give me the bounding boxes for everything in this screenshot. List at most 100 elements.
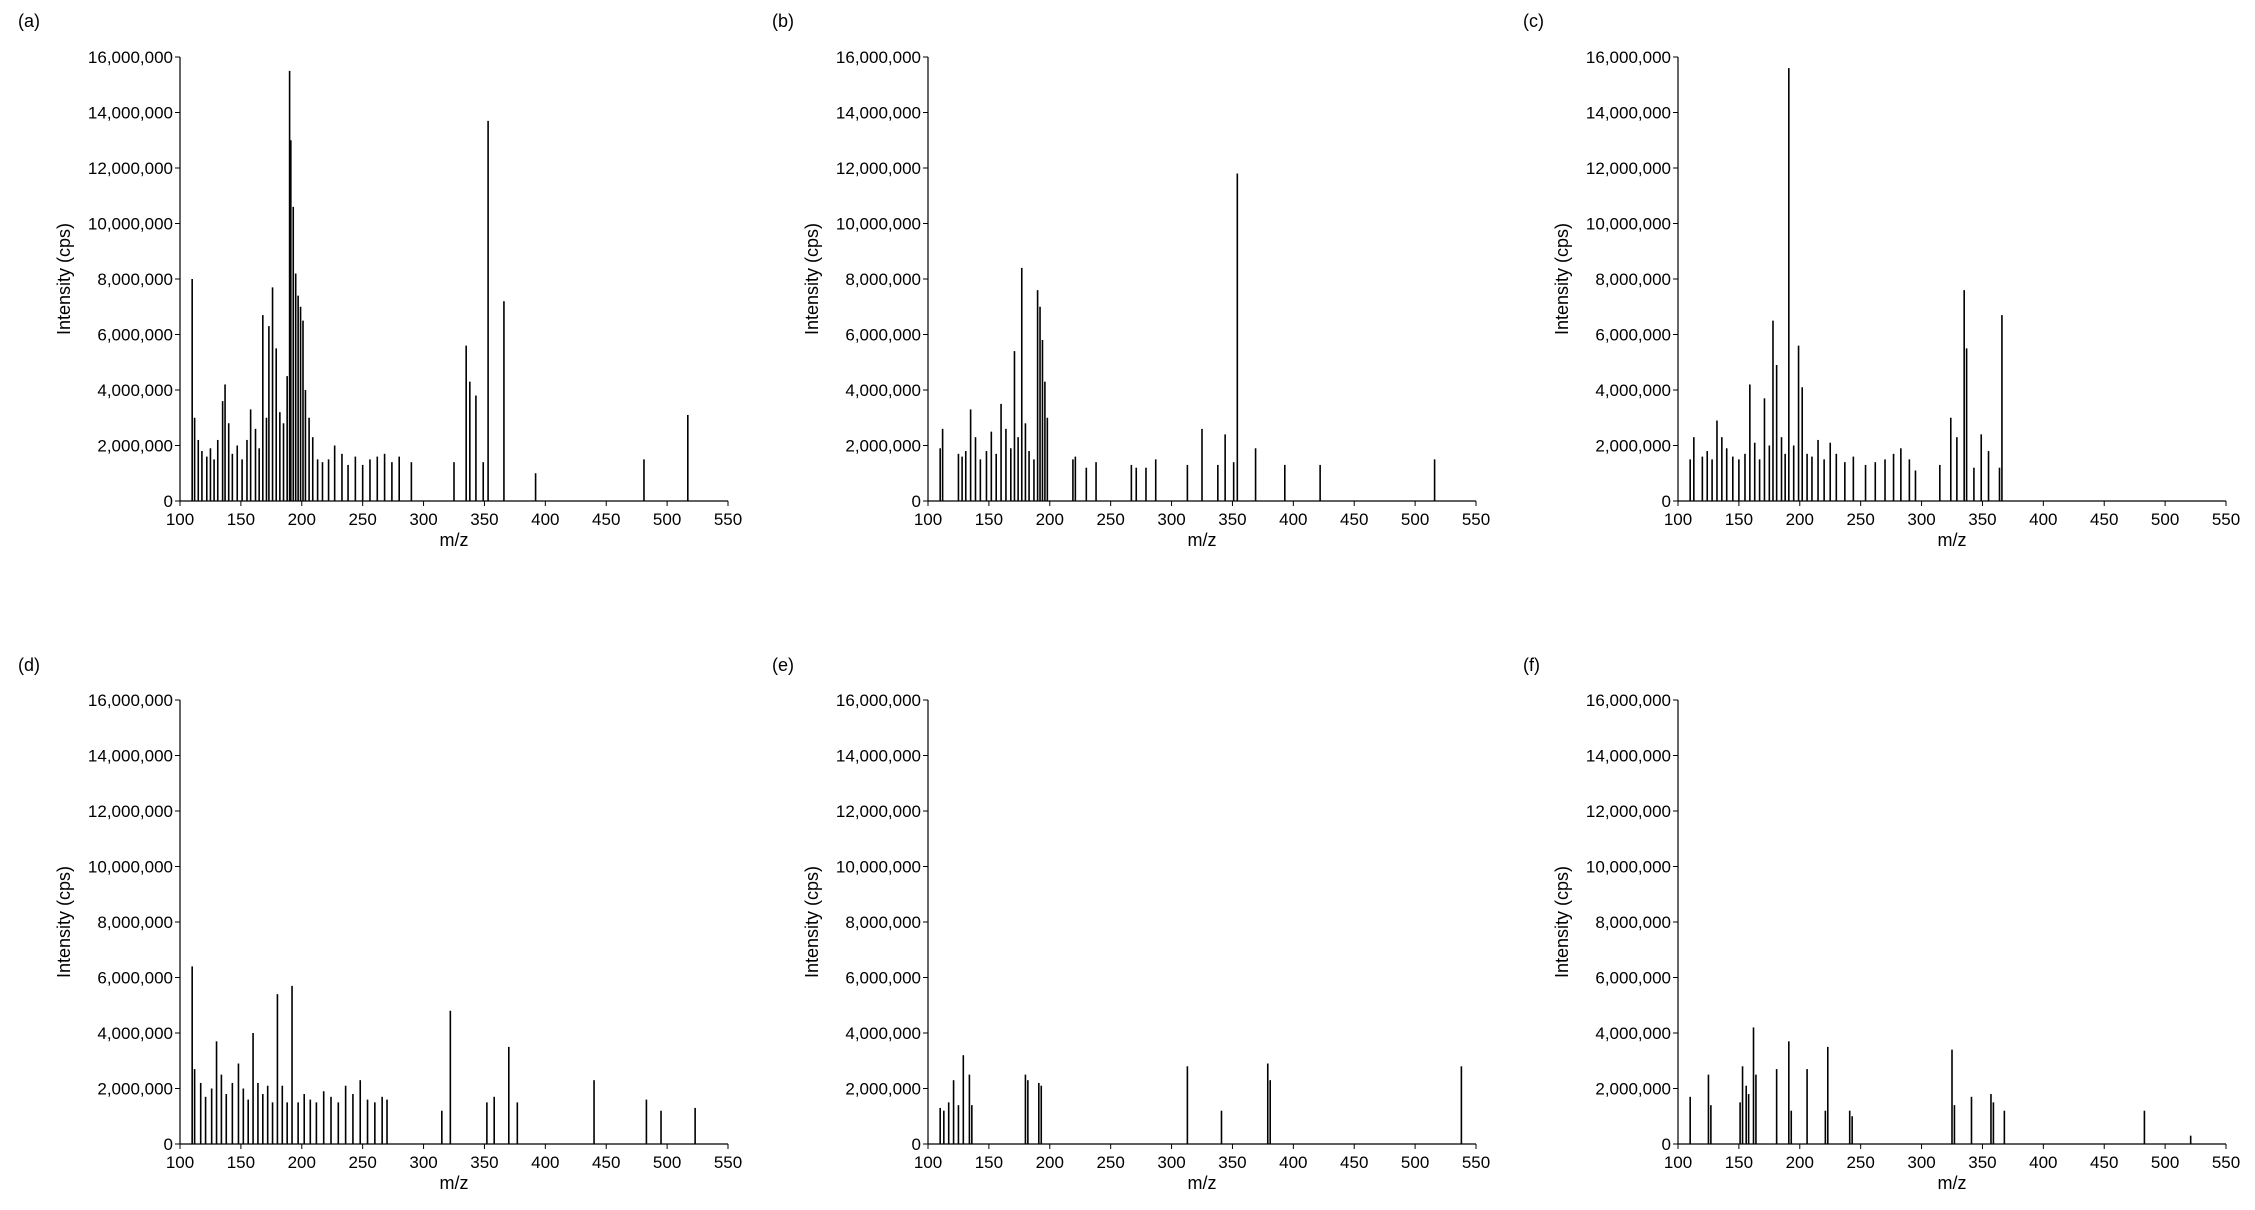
x-tick-label: 400 [531,1153,559,1172]
y-tick-label: 4,000,000 [97,381,173,400]
y-axis-title: Intensity (cps) [802,866,822,978]
x-tick-label: 450 [1340,510,1368,529]
x-tick-label: 250 [1096,1153,1124,1172]
y-axis-title: Intensity (cps) [54,223,74,335]
x-tick-label: 500 [1401,510,1429,529]
y-tick-label: 12,000,000 [836,159,921,178]
chart-panel-1: (a) 0 2,000,000 4,000,000 6,000,000 8,000,000… [18,11,742,550]
panel-label: (d) [18,655,40,675]
x-axis-title: m/z [1938,530,1967,550]
x-tick-label: 450 [2090,510,2118,529]
y-tick-label: 16,000,000 [88,48,173,67]
y-tick-label: 2,000,000 [845,1080,921,1099]
chart-panel-5: (e) 0 2,000,000 4,000,000 6,000,000 8,000,000… [772,655,1490,1193]
x-tick-label: 300 [409,510,437,529]
y-tick-label: 6,000,000 [97,326,173,345]
y-tick-label: 8,000,000 [1595,913,1671,932]
x-tick-label: 350 [470,1153,498,1172]
x-tick-label: 550 [714,510,742,529]
y-tick-label: 14,000,000 [88,104,173,123]
x-tick-label: 250 [1846,510,1874,529]
y-tick-label: 10,000,000 [836,215,921,234]
x-tick-label: 100 [166,510,194,529]
y-tick-label: 14,000,000 [1586,747,1671,766]
y-tick-label: 10,000,000 [1586,215,1671,234]
x-tick-label: 550 [2212,1153,2240,1172]
x-tick-label: 250 [348,1153,376,1172]
chart-panel-6: (f) 0 2,000,000 4,000,000 6,000,000 8,000,000… [1523,655,2240,1193]
x-tick-label: 100 [1664,510,1692,529]
y-tick-label: 8,000,000 [845,913,921,932]
panel-label: (f) [1523,655,1540,675]
y-tick-label: 14,000,000 [1586,104,1671,123]
y-tick-label: 14,000,000 [836,104,921,123]
x-tick-label: 300 [1907,510,1935,529]
x-tick-label: 200 [1786,1153,1814,1172]
panel-label: (e) [772,655,794,675]
y-tick-label: 12,000,000 [836,802,921,821]
y-axis-title: Intensity (cps) [54,866,74,978]
x-tick-label: 300 [1157,1153,1185,1172]
peaks [1689,68,2003,501]
x-tick-label: 100 [1664,1153,1692,1172]
y-tick-label: 10,000,000 [1586,858,1671,877]
y-tick-label: 16,000,000 [1586,48,1671,67]
panel-label: (a) [18,11,40,31]
x-tick-label: 500 [653,510,681,529]
x-tick-label: 150 [227,1153,255,1172]
x-tick-label: 200 [288,1153,316,1172]
peaks [191,70,689,501]
chart-panel-4: (d) 0 2,000,000 4,000,000 6,000,000 8,000,000… [18,655,742,1193]
x-tick-label: 150 [227,510,255,529]
y-tick-label: 6,000,000 [97,969,173,988]
y-tick-label: 4,000,000 [845,1024,921,1043]
x-tick-label: 500 [1401,1153,1429,1172]
peaks [939,1055,1463,1144]
peaks [939,173,1436,501]
x-tick-label: 400 [531,510,559,529]
x-tick-label: 200 [288,510,316,529]
x-tick-label: 150 [975,510,1003,529]
panel-label: (b) [772,11,794,31]
y-tick-label: 8,000,000 [845,270,921,289]
y-tick-label: 4,000,000 [845,381,921,400]
x-axis-title: m/z [1188,530,1217,550]
x-tick-label: 550 [714,1153,742,1172]
y-axis-title: Intensity (cps) [1552,866,1572,978]
x-tick-label: 450 [592,510,620,529]
y-tick-label: 2,000,000 [97,437,173,456]
x-tick-label: 250 [1846,1153,1874,1172]
x-tick-label: 400 [1279,1153,1307,1172]
y-tick-label: 2,000,000 [1595,1080,1671,1099]
y-tick-label: 0 [912,492,921,511]
chart-panel-2: (b) 0 2,000,000 4,000,000 6,000,000 8,000,000… [772,11,1490,550]
x-tick-label: 550 [1462,1153,1490,1172]
x-tick-label: 400 [2029,1153,2057,1172]
peaks [191,966,696,1144]
y-tick-label: 12,000,000 [1586,802,1671,821]
y-axis-title: Intensity (cps) [1552,223,1572,335]
x-tick-label: 500 [2151,510,2179,529]
y-tick-label: 0 [912,1135,921,1154]
x-tick-label: 400 [1279,510,1307,529]
y-tick-label: 6,000,000 [845,326,921,345]
x-tick-label: 500 [653,1153,681,1172]
x-tick-label: 200 [1036,1153,1064,1172]
x-tick-label: 450 [2090,1153,2118,1172]
x-tick-label: 500 [2151,1153,2179,1172]
x-tick-label: 250 [1096,510,1124,529]
x-tick-label: 100 [914,1153,942,1172]
y-tick-label: 0 [164,492,173,511]
x-tick-label: 300 [409,1153,437,1172]
x-tick-label: 350 [1218,510,1246,529]
x-tick-label: 150 [1725,510,1753,529]
y-tick-label: 4,000,000 [1595,381,1671,400]
y-tick-label: 10,000,000 [836,858,921,877]
y-tick-label: 0 [1662,492,1671,511]
x-tick-label: 250 [348,510,376,529]
y-tick-label: 12,000,000 [1586,159,1671,178]
x-tick-label: 350 [470,510,498,529]
x-axis-title: m/z [440,1173,469,1193]
x-tick-label: 150 [1725,1153,1753,1172]
